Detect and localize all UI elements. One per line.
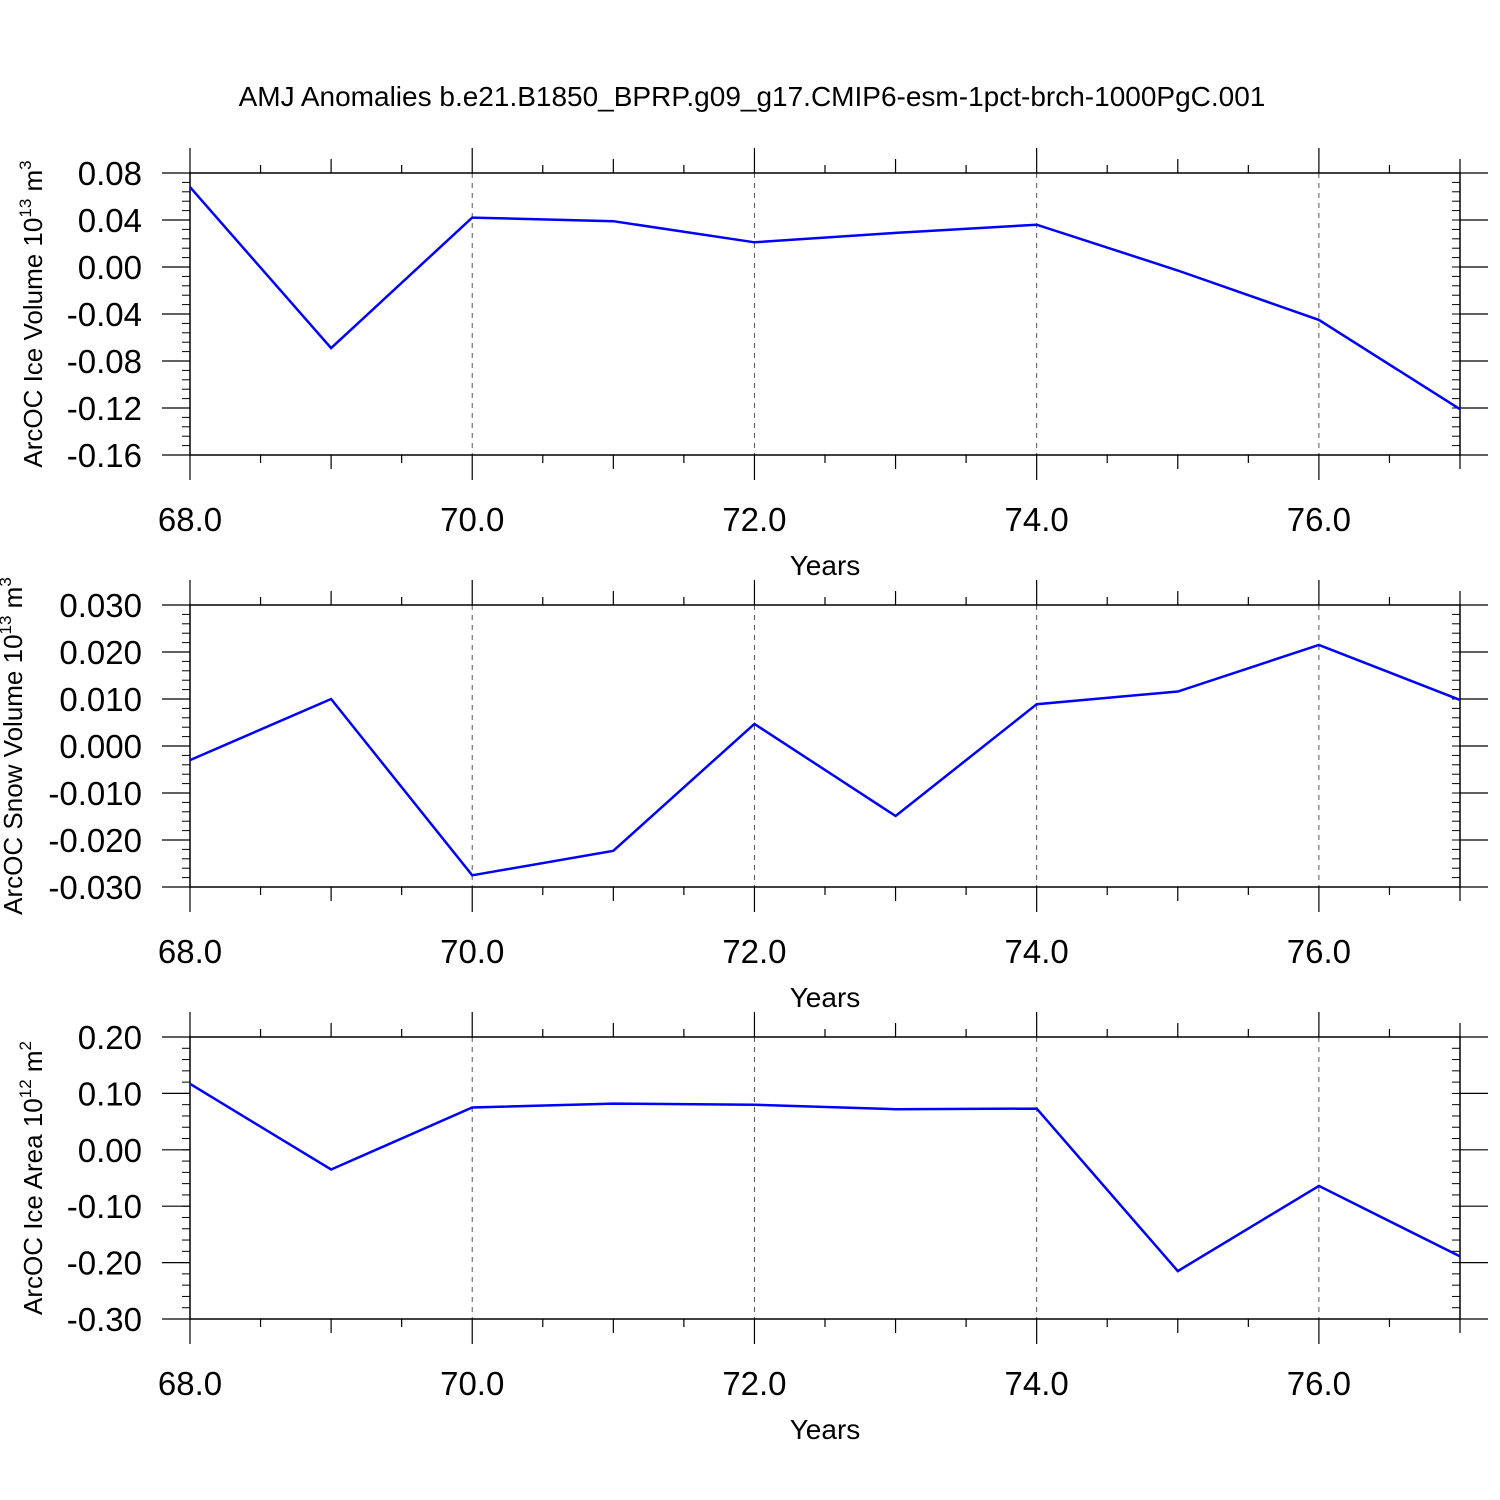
y-tick-label: -0.010 bbox=[48, 775, 142, 812]
y-axis-label-unit-exponent: 3 bbox=[16, 160, 35, 169]
x-tick-label: 76.0 bbox=[1287, 933, 1351, 970]
y-tick-label: 0.000 bbox=[59, 728, 142, 765]
x-tick-label: 74.0 bbox=[1005, 501, 1069, 538]
y-tick-label: 0.10 bbox=[78, 1075, 142, 1112]
x-tick-label: 74.0 bbox=[1005, 933, 1069, 970]
chart-panel-3: -0.30 -0.20 -0.10 0.00 0.10 0.20 68.0 70.0 72.0 7… bbox=[16, 1012, 1488, 1445]
y-tick-label: -0.020 bbox=[48, 822, 142, 859]
x-tick-label: 70.0 bbox=[440, 933, 504, 970]
y-tick-label: 0.08 bbox=[78, 155, 142, 192]
x-axis-label: Years bbox=[790, 1414, 861, 1445]
x-tick-label: 70.0 bbox=[440, 1365, 504, 1402]
y-tick-label: -0.08 bbox=[67, 343, 142, 380]
x-tick-label: 70.0 bbox=[440, 501, 504, 538]
x-tick-label: 76.0 bbox=[1287, 1365, 1351, 1402]
y-axis-label-unit: m bbox=[0, 587, 28, 616]
y-tick-label: 0.00 bbox=[78, 249, 142, 286]
x-tick-label: 72.0 bbox=[722, 933, 786, 970]
series-line bbox=[189, 186, 1461, 411]
y-axis-label-unit-exponent: 3 bbox=[0, 577, 15, 586]
x-tick-label: 68.0 bbox=[158, 1365, 222, 1402]
y-axis-label-exponent: 12 bbox=[16, 1079, 35, 1098]
y-axis-label-exponent: 13 bbox=[16, 199, 35, 218]
y-tick-label: -0.16 bbox=[67, 437, 142, 474]
x-tick-label: 76.0 bbox=[1287, 501, 1351, 538]
chart-panel-2: -0.030 -0.020 -0.010 0.000 0.010 0.020 0.030 68… bbox=[0, 577, 1488, 1013]
x-tick-label: 68.0 bbox=[158, 501, 222, 538]
x-tick-label: 74.0 bbox=[1005, 1365, 1069, 1402]
y-axis-label-unit-exponent: 2 bbox=[16, 1041, 35, 1050]
y-axis-label: ArcOC Snow Volume 1013 m3 bbox=[0, 577, 28, 915]
y-tick-label: -0.030 bbox=[48, 869, 142, 906]
y-axis-label-unit: m bbox=[18, 170, 48, 199]
y-axis-label-unit: m bbox=[18, 1050, 48, 1079]
y-axis-label-text: ArcOC Ice Area 10 bbox=[18, 1098, 48, 1315]
series-line bbox=[189, 643, 1461, 877]
plot-frame bbox=[189, 1036, 1461, 1320]
y-tick-label: 0.00 bbox=[78, 1132, 142, 1169]
y-tick-label: 0.04 bbox=[78, 202, 142, 239]
y-tick-label: -0.10 bbox=[67, 1188, 142, 1225]
series-line bbox=[189, 1082, 1461, 1273]
y-axis-label: ArcOC Ice Volume 1013 m3 bbox=[16, 160, 48, 467]
y-axis-label-text: ArcOC Ice Volume 10 bbox=[18, 218, 48, 468]
x-axis-label: Years bbox=[790, 550, 861, 581]
x-axis-label: Years bbox=[790, 982, 861, 1013]
y-tick-label: -0.30 bbox=[67, 1301, 142, 1338]
x-tick-label: 72.0 bbox=[722, 501, 786, 538]
chart-title: AMJ Anomalies b.e21.B1850_BPRP.g09_g17.C… bbox=[239, 81, 1266, 112]
y-tick-label: 0.020 bbox=[59, 634, 142, 671]
y-tick-label: 0.010 bbox=[59, 681, 142, 718]
y-tick-label: 0.20 bbox=[78, 1019, 142, 1056]
y-axis-label-exponent: 13 bbox=[0, 616, 15, 635]
y-tick-label: 0.030 bbox=[59, 587, 142, 624]
y-axis-label: ArcOC Ice Area 1012 m2 bbox=[16, 1041, 48, 1315]
y-tick-label: -0.12 bbox=[67, 390, 142, 427]
x-tick-label: 72.0 bbox=[722, 1365, 786, 1402]
x-tick-label: 68.0 bbox=[158, 933, 222, 970]
chart-panel-1: -0.16 -0.12 -0.08 -0.04 0.00 0.04 0.08 68.0 70.0… bbox=[16, 148, 1488, 581]
y-tick-label: -0.04 bbox=[67, 296, 142, 333]
y-axis-label-text: ArcOC Snow Volume 10 bbox=[0, 634, 28, 914]
y-tick-label: -0.20 bbox=[67, 1245, 142, 1282]
